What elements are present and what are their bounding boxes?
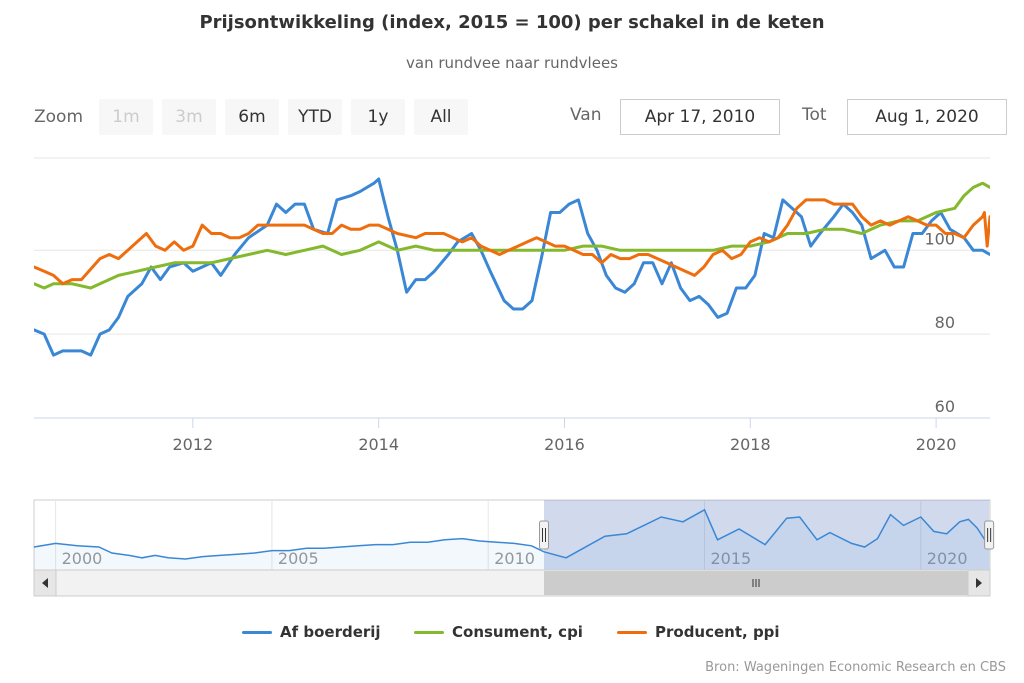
legend-label-af-boerderij: Af boerderij [280, 623, 381, 641]
legend-swatch-producent [617, 631, 647, 634]
navigator-tick-label: 2020 [927, 549, 968, 568]
navigator-handle-left[interactable] [539, 520, 550, 550]
chevron-left-icon [42, 578, 48, 588]
navigator-handle-body [539, 520, 550, 550]
legend-item-af-boerderij[interactable]: Af boerderij [242, 620, 381, 644]
x-tick-label: 2018 [730, 435, 771, 454]
navigator-handle-right[interactable] [984, 520, 995, 550]
navigator-tick-label: 2000 [62, 549, 103, 568]
scrollbar-left-button[interactable] [33, 569, 57, 597]
legend-swatch-consument [414, 631, 444, 634]
y-tick-label: 60 [935, 397, 955, 416]
navigator-line [33, 508, 991, 560]
x-tick-label: 2014 [358, 435, 399, 454]
zoom-ytd-button[interactable]: YTD [288, 99, 342, 135]
navigator-tick-label: 2010 [494, 549, 535, 568]
zoom-1m-button[interactable]: 1m [99, 99, 153, 135]
legend-swatch-af-boerderij [242, 631, 272, 634]
navigator[interactable]: 2000 2005 2010 2015 2020 [33, 499, 995, 597]
range-from-input[interactable]: Apr 17, 2010 [620, 99, 780, 135]
legend-item-producent[interactable]: Producent, ppi [617, 620, 780, 644]
chevron-right-icon [976, 578, 982, 588]
range-to-input[interactable]: Aug 1, 2020 [847, 99, 1007, 135]
x-tick-label: 2020 [916, 435, 957, 454]
range-to-label: Tot [802, 105, 827, 125]
zoom-1y-button[interactable]: 1y [351, 99, 405, 135]
legend: Af boerderij Consument, cpi Producent, p… [0, 620, 1024, 644]
x-tick-label: 2012 [173, 435, 214, 454]
series-line-0 [34, 177, 990, 357]
zoom-3m-button[interactable]: 3m [162, 99, 216, 135]
y-tick-label: 80 [935, 313, 955, 332]
navigator-tick-label: 2005 [278, 549, 319, 568]
chart-subtitle: van rundvee naar rundvlees [406, 54, 618, 72]
navigator-area [34, 509, 990, 570]
zoom-label: Zoom [34, 107, 84, 127]
credit-text: Bron: Wageningen Economic Research en CB… [705, 660, 1006, 675]
navigator-tick-label: 2015 [710, 549, 751, 568]
legend-item-consument[interactable]: Consument, cpi [414, 620, 583, 644]
navigator-handle-body [984, 520, 995, 550]
zoom-6m-button[interactable]: 6m [225, 99, 279, 135]
x-tick-label: 2016 [544, 435, 585, 454]
scrollbar-thumb[interactable] [544, 571, 968, 595]
zoom-all-button[interactable]: All [414, 99, 468, 135]
series-line-1 [34, 181, 990, 290]
legend-label-consument: Consument, cpi [452, 623, 583, 641]
scrollbar-right-button[interactable] [967, 569, 991, 597]
legend-label-producent: Producent, ppi [655, 623, 780, 641]
chart-title: Prijsontwikkeling (index, 2015 = 100) pe… [199, 12, 825, 33]
range-from-label: Van [570, 105, 602, 125]
series-line-2 [34, 198, 990, 286]
